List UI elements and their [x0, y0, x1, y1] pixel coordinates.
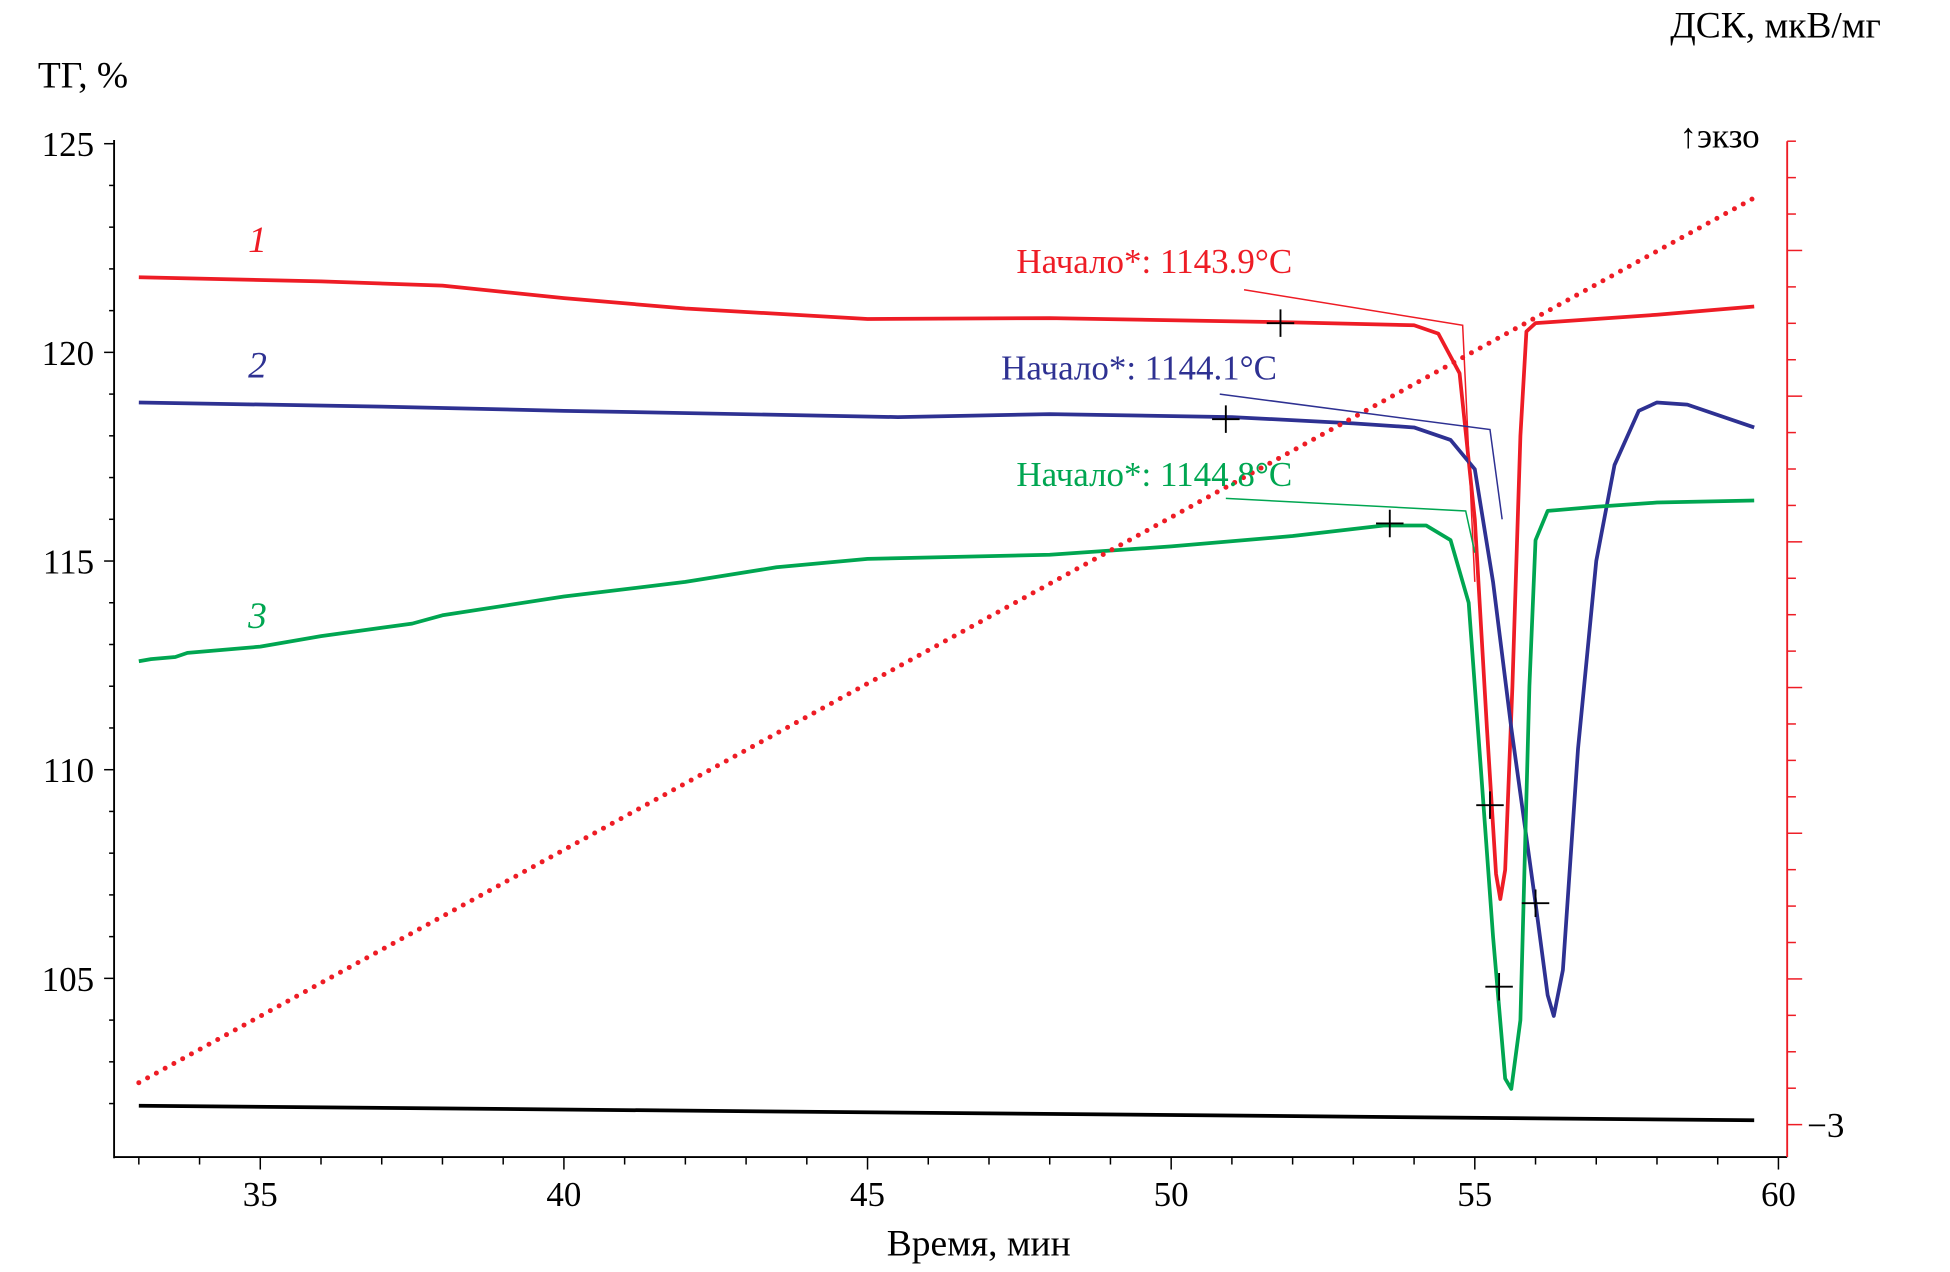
x-tick-label: 35 — [243, 1175, 278, 1214]
x-tick-label: 50 — [1154, 1175, 1189, 1214]
y-left-tick-label: 115 — [43, 543, 94, 582]
x-tick-label: 55 — [1457, 1175, 1492, 1214]
series-line-temperature — [136, 195, 1757, 1086]
y-left-tick-label: 125 — [42, 125, 94, 164]
x-tick-label: 40 — [546, 1175, 581, 1214]
onset-label: Начало*: 1143.9°C — [1016, 242, 1292, 281]
onset-construction-line — [1243, 289, 1476, 582]
series-line-TG — [138, 1103, 1755, 1123]
series-line-1 — [138, 275, 1755, 901]
curve-label-2: 2 — [248, 345, 267, 386]
y-left-tick-label: 120 — [42, 334, 94, 373]
crosshair-marker — [1266, 309, 1295, 337]
crosshair-marker — [1212, 405, 1240, 433]
onset-construction-line — [1225, 497, 1476, 553]
curve-label-3: 3 — [247, 596, 267, 637]
onset-construction-line — [1219, 393, 1503, 520]
series-line-3 — [138, 498, 1755, 1091]
x-tick-label: 60 — [1761, 1175, 1796, 1214]
crosshair-marker — [1485, 972, 1513, 1001]
crosshair-marker — [1521, 889, 1550, 917]
x-axis-label: Время, мин — [887, 1224, 1071, 1265]
x-tick-label: 45 — [850, 1175, 885, 1214]
y-left-axis-label: ТГ, % — [38, 55, 128, 96]
onset-label: Начало*: 1144.8°C — [1016, 455, 1292, 494]
curve-label-1: 1 — [248, 220, 267, 261]
y-left-tick-label: 110 — [43, 751, 94, 790]
crosshair-marker — [1476, 791, 1504, 819]
y-right-axis-label: ДСК, мкВ/мг — [1670, 5, 1881, 46]
crosshair-marker — [1376, 509, 1404, 538]
exo-label: ↑экзо — [1680, 116, 1760, 155]
series-line-2 — [138, 400, 1755, 1018]
y-left-tick-label: 105 — [42, 960, 94, 999]
right-tick-label: −3 — [1807, 1106, 1844, 1145]
onset-label: Начало*: 1144.1°C — [1001, 348, 1277, 387]
